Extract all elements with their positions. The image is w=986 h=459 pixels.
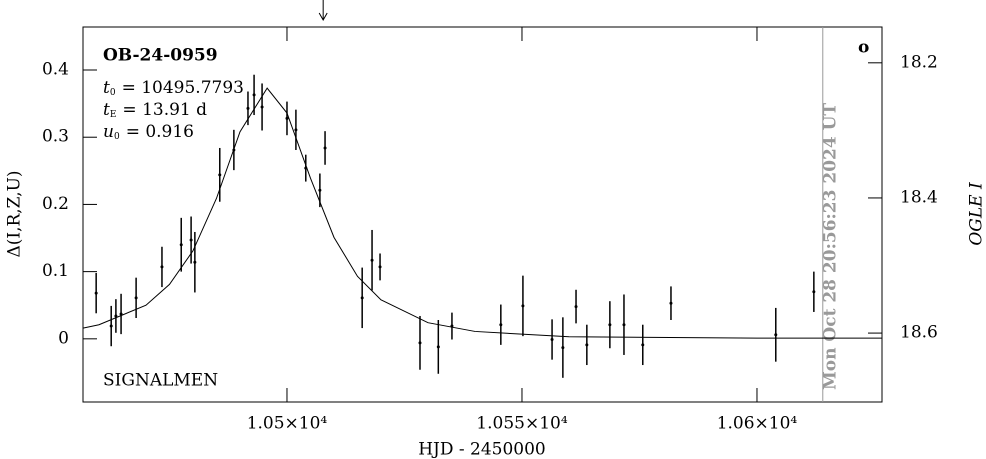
y-tick-label: 0.3	[42, 127, 69, 147]
parameter-symbol: u	[103, 122, 114, 142]
y-axis-label: Δ(I,R,Z,U)	[5, 170, 25, 257]
data-point	[134, 296, 138, 300]
data-point	[521, 304, 525, 308]
data-point	[160, 265, 164, 269]
corner-mark: o	[858, 38, 869, 58]
data-point	[550, 338, 554, 341]
arrow	[318, 0, 328, 22]
note: SIGNALMEN	[103, 371, 218, 391]
parameter-text: = 0.916	[126, 122, 194, 142]
x-tick-label: 1.05×10⁴	[247, 414, 328, 434]
y-tick-label: 0.1	[42, 261, 69, 281]
y-tick-label: 0.4	[42, 60, 69, 80]
data-point	[252, 93, 256, 97]
parameter-symbol: t	[103, 100, 110, 120]
y2-tick-label: 18.2	[900, 52, 938, 72]
plot-frame	[82, 26, 883, 403]
y-tick-label: 0.2	[42, 194, 69, 214]
data-point	[294, 128, 298, 132]
data-point	[641, 343, 645, 347]
data-point	[119, 312, 123, 316]
data-point	[561, 346, 565, 350]
data-point	[94, 291, 98, 295]
parameter-text: = 10495.7793	[122, 78, 244, 98]
data-point	[608, 323, 612, 327]
parameter-subscript: E	[110, 110, 117, 120]
chart-title: OB-24-0959	[103, 46, 218, 66]
data-point	[246, 106, 250, 110]
data-point	[232, 148, 236, 152]
parameter-symbol: t	[103, 78, 110, 98]
data-point	[114, 314, 118, 318]
x-tick-label: 1.055×10⁴	[476, 414, 568, 434]
data-point	[360, 296, 364, 300]
data-point	[418, 341, 422, 345]
timestamp: Mon Oct 28 20:56:23 2024 UT	[820, 103, 840, 390]
data-point	[378, 265, 382, 269]
data-point	[318, 188, 322, 192]
parameter: u0 = 0.916	[103, 122, 194, 142]
parameter-subscript: 0	[114, 132, 120, 142]
data-point	[585, 343, 589, 347]
y2-axis-label: OGLE I	[967, 182, 986, 246]
y2-tick-label: 18.6	[900, 323, 938, 343]
data-point	[622, 323, 626, 327]
data-point	[436, 345, 440, 349]
data-point	[812, 290, 816, 294]
x-tick-label: 1.06×10⁴	[717, 414, 798, 434]
data-point	[304, 166, 308, 170]
data-point	[218, 173, 222, 177]
data-point	[499, 323, 503, 327]
data-point	[109, 324, 113, 328]
data-point	[260, 105, 264, 109]
parameter-subscript: 0	[110, 88, 116, 98]
data-point	[774, 333, 778, 337]
data-point	[179, 243, 183, 247]
parameter-text: = 13.91 d	[122, 100, 207, 120]
data-point	[193, 260, 197, 264]
data-point	[323, 146, 327, 150]
parameter: t0 = 10495.7793	[103, 78, 244, 98]
data-point	[370, 258, 374, 262]
x-axis-label: HJD - 2450000	[418, 440, 546, 459]
data-point	[285, 116, 289, 120]
y-tick-label: 0	[58, 328, 69, 348]
data-point	[189, 238, 193, 242]
parameter: tE = 13.91 d	[103, 100, 207, 120]
data-point	[669, 301, 673, 305]
y2-tick-label: 18.4	[900, 187, 938, 207]
data-point	[574, 305, 578, 309]
model-curve	[82, 87, 882, 339]
data-point	[450, 324, 454, 328]
